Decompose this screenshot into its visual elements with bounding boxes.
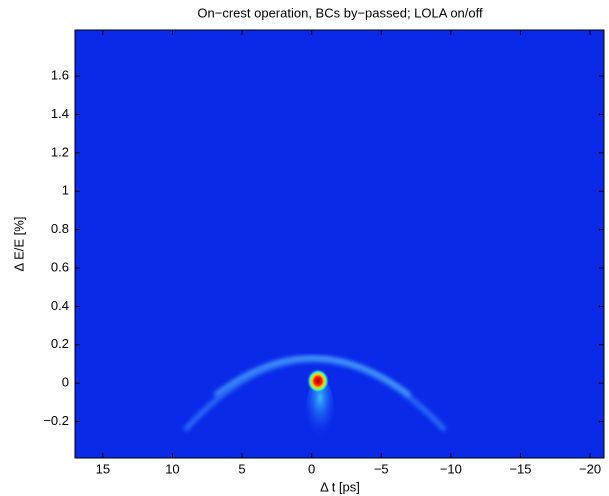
arc-inner	[213, 355, 412, 397]
y-tick-label: 1.6	[51, 68, 69, 83]
tail	[306, 378, 334, 442]
x-tick-label: −10	[440, 461, 462, 476]
arc	[183, 357, 447, 432]
x-tick-label: −5	[374, 461, 389, 476]
y-tick-label: 0.4	[51, 298, 69, 313]
axes-box	[74, 29, 605, 459]
x-tick-label: −15	[509, 461, 531, 476]
x-axis-label: Δ t [ps]	[320, 479, 360, 494]
x-tick-label: 0	[308, 461, 315, 476]
y-tick-label: 1.2	[51, 144, 69, 159]
beam-image	[183, 355, 447, 442]
x-tick-label: 10	[165, 461, 179, 476]
y-tick-label: 0.6	[51, 259, 69, 274]
y-tick-label: 1	[62, 183, 69, 198]
y-tick-label: 0.2	[51, 336, 69, 351]
y-tick-label: 0.8	[51, 221, 69, 236]
x-tick-label: 5	[238, 461, 245, 476]
y-tick-label: 0	[62, 375, 69, 390]
y-tick-label: 1.4	[51, 106, 69, 121]
y-axis-label: Δ E/E [%]	[11, 217, 26, 272]
heatmap-field	[75, 30, 604, 458]
x-tick-label: −20	[579, 461, 601, 476]
chart-title: On−crest operation, BCs by−passed; LOLA …	[197, 5, 483, 20]
y-tick-label: −0.2	[43, 413, 69, 428]
hot-spot	[307, 369, 329, 393]
x-tick-label: 15	[96, 461, 110, 476]
